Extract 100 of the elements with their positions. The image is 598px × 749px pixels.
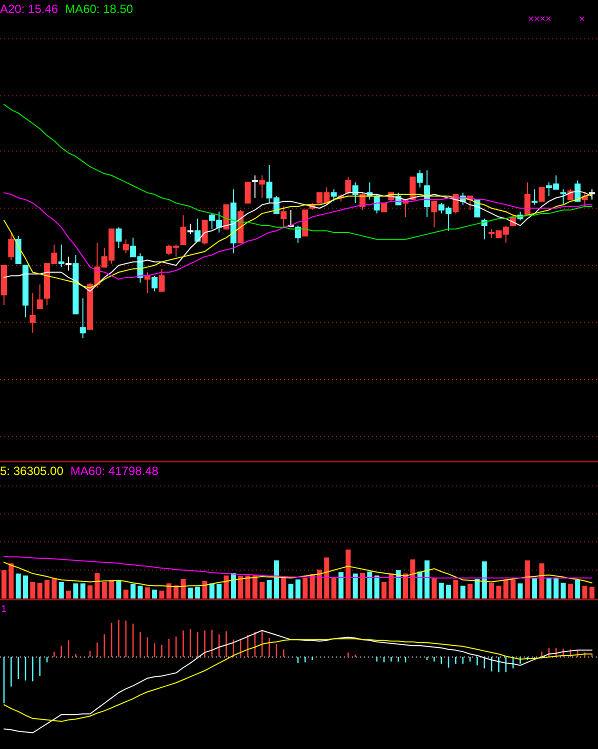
bar	[216, 584, 222, 598]
bar	[302, 578, 308, 598]
bar	[130, 584, 136, 598]
candlestick	[152, 275, 158, 292]
candlestick	[180, 214, 186, 246]
bar	[503, 579, 508, 598]
bar	[316, 570, 322, 598]
bar	[338, 572, 344, 598]
bar	[424, 560, 430, 598]
text: MA60: 18.50	[65, 2, 134, 16]
candlestick	[244, 182, 251, 204]
bar	[188, 588, 193, 598]
bar	[403, 574, 408, 598]
bar	[159, 590, 164, 598]
bar	[460, 586, 466, 598]
candlestick	[202, 220, 208, 246]
candlestick	[30, 292, 36, 334]
bar	[180, 578, 186, 598]
bar	[252, 576, 258, 598]
bar	[102, 582, 107, 598]
candlestick	[80, 298, 86, 338]
bar	[539, 563, 544, 598]
bar	[438, 582, 444, 598]
bar	[474, 578, 480, 598]
candlestick	[8, 234, 14, 261]
bar	[123, 590, 128, 598]
candlestick	[532, 188, 538, 206]
text: ××××	[528, 14, 552, 25]
bar	[152, 590, 158, 598]
bar	[453, 580, 458, 598]
bar	[295, 579, 300, 598]
candlestick	[116, 226, 122, 249]
candlestick	[122, 238, 129, 254]
candlestick	[431, 200, 438, 228]
bar	[496, 586, 502, 598]
bar	[166, 583, 172, 598]
candlestick	[345, 176, 352, 195]
bar	[44, 580, 50, 598]
bar	[58, 582, 64, 598]
text: 1	[1, 604, 7, 615]
candlestick	[280, 206, 287, 228]
bar	[8, 563, 14, 598]
bar	[388, 574, 394, 598]
bar	[16, 574, 21, 598]
bar	[195, 586, 200, 598]
candlestick	[252, 174, 258, 198]
bar	[37, 582, 42, 598]
bar	[238, 576, 244, 598]
candlestick	[330, 188, 337, 202]
bar	[468, 584, 473, 598]
bar	[30, 582, 36, 598]
bar	[410, 559, 416, 598]
text: ×	[579, 14, 585, 25]
bar	[310, 574, 315, 598]
candlestick	[194, 218, 201, 242]
bar	[417, 572, 422, 598]
bar	[396, 570, 401, 598]
bar	[209, 583, 214, 598]
bar	[324, 557, 330, 598]
bar	[23, 576, 28, 598]
bar	[230, 573, 236, 598]
bar	[575, 580, 580, 598]
bar	[109, 580, 114, 598]
bar	[174, 585, 179, 598]
candlestick	[36, 284, 43, 310]
bar	[582, 586, 588, 598]
bar	[367, 572, 372, 598]
bar	[224, 576, 229, 598]
candlestick	[158, 268, 165, 292]
bar	[489, 582, 494, 598]
bar	[202, 580, 208, 598]
bar	[568, 584, 573, 598]
bar	[274, 560, 279, 598]
bar	[138, 586, 143, 598]
candlestick	[538, 186, 545, 202]
candlestick	[187, 223, 194, 235]
bar	[288, 584, 294, 598]
bar	[66, 590, 72, 598]
bar	[589, 586, 594, 598]
bar	[281, 577, 286, 598]
bar	[260, 582, 265, 598]
bar	[532, 578, 538, 598]
candlestick	[66, 256, 72, 272]
candlestick	[259, 174, 266, 198]
bar	[245, 576, 250, 598]
bar	[360, 573, 365, 598]
bar	[52, 578, 57, 598]
bar	[116, 580, 122, 598]
bar	[88, 585, 93, 598]
candlestick	[524, 182, 530, 216]
bar	[560, 582, 566, 598]
bar	[374, 576, 380, 598]
bar	[518, 583, 523, 598]
bar	[510, 579, 516, 598]
bar	[382, 582, 387, 598]
bar	[94, 573, 100, 598]
bar	[2, 570, 6, 598]
bar	[524, 560, 530, 598]
candlestick	[58, 244, 64, 268]
bar	[446, 584, 452, 598]
